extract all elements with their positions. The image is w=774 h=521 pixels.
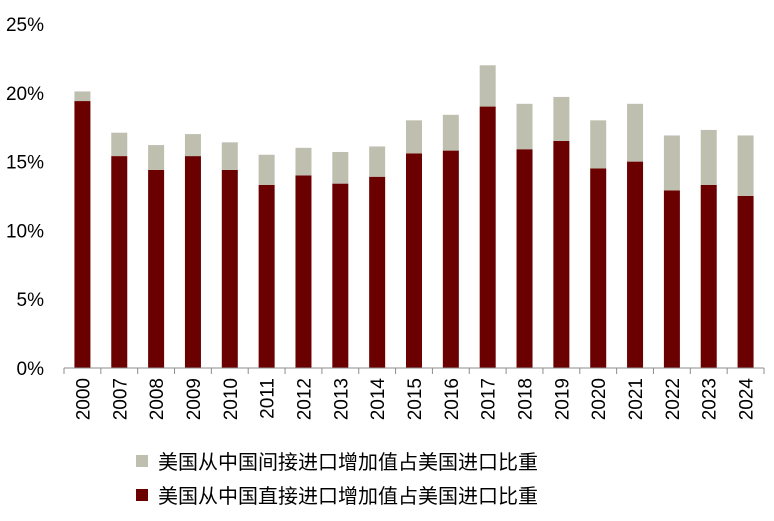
bar-indirect-2010 bbox=[221, 142, 238, 170]
bar-indirect-2014 bbox=[369, 146, 386, 177]
bar-direct-2009 bbox=[184, 156, 201, 368]
y-tick-label: 10% bbox=[6, 221, 44, 242]
x-tick-label: 2020 bbox=[589, 378, 610, 420]
x-tick-label: 2009 bbox=[184, 378, 205, 420]
bar-indirect-2011 bbox=[258, 154, 275, 185]
y-tick-label: 15% bbox=[6, 153, 44, 174]
bar-direct-2017 bbox=[479, 106, 496, 368]
x-tick-label: 2016 bbox=[442, 378, 463, 420]
y-axis-ticks: 0% 5% 10% 15% 20% 25% bbox=[6, 15, 44, 380]
x-tick-label: 2019 bbox=[552, 378, 573, 420]
legend-label-indirect: 美国从中国间接进口增加值占美国进口比重 bbox=[158, 450, 538, 474]
x-tick-label: 2010 bbox=[221, 378, 242, 420]
bar-direct-2023 bbox=[700, 184, 717, 368]
bar-indirect-2008 bbox=[148, 145, 165, 170]
bar-indirect-2016 bbox=[442, 114, 459, 151]
x-tick-label: 2024 bbox=[737, 378, 758, 421]
legend: 美国从中国间接进口增加值占美国进口比重 美国从中国直接进口增加值占美国进口比重 bbox=[136, 450, 538, 508]
x-tick-label: 2017 bbox=[479, 378, 500, 420]
bar-direct-2018 bbox=[516, 149, 533, 368]
bar-indirect-2000 bbox=[74, 91, 91, 102]
legend-label-direct: 美国从中国直接进口增加值占美国进口比重 bbox=[158, 484, 538, 508]
x-tick-label: 2000 bbox=[73, 378, 94, 420]
y-tick-label: 25% bbox=[6, 15, 44, 36]
bars bbox=[74, 65, 754, 368]
bar-indirect-2020 bbox=[590, 120, 607, 169]
bar-indirect-2009 bbox=[184, 134, 201, 157]
bar-direct-2022 bbox=[663, 190, 680, 368]
x-tick-label: 2018 bbox=[516, 378, 537, 420]
bar-indirect-2017 bbox=[479, 65, 496, 107]
bar-direct-2024 bbox=[737, 196, 754, 368]
x-tick-label: 2013 bbox=[331, 378, 352, 420]
y-tick-label: 20% bbox=[6, 84, 44, 105]
bar-indirect-2023 bbox=[700, 129, 717, 185]
x-tick-label: 2008 bbox=[147, 378, 168, 420]
y-tick-label: 5% bbox=[17, 290, 45, 311]
x-tick-label: 2014 bbox=[368, 378, 389, 421]
bar-indirect-2013 bbox=[332, 151, 349, 184]
bar-direct-2016 bbox=[442, 150, 459, 368]
bar-indirect-2024 bbox=[737, 135, 754, 196]
bar-indirect-2015 bbox=[406, 120, 422, 154]
bar-direct-2012 bbox=[295, 175, 312, 368]
bar-direct-2010 bbox=[221, 169, 238, 368]
x-tick-label: 2021 bbox=[626, 378, 647, 420]
x-tick-label: 2011 bbox=[258, 378, 279, 419]
x-tick-label: 2023 bbox=[700, 378, 721, 420]
bar-direct-2014 bbox=[369, 176, 386, 368]
bar-direct-2015 bbox=[406, 153, 422, 368]
legend-swatch-indirect bbox=[136, 455, 148, 467]
bar-direct-2013 bbox=[332, 183, 349, 368]
bar-indirect-2007 bbox=[111, 132, 128, 157]
legend-swatch-direct bbox=[136, 489, 148, 501]
bar-indirect-2018 bbox=[516, 103, 533, 150]
x-tick-label: 2007 bbox=[110, 378, 131, 420]
bar-indirect-2019 bbox=[553, 96, 570, 141]
bar-direct-2008 bbox=[148, 169, 165, 368]
bar-direct-2020 bbox=[590, 168, 607, 368]
bar-indirect-2022 bbox=[663, 135, 680, 191]
x-axis-ticks: 2000 2007 2008 2009 2010 2011 2012 2013 2014 2015… bbox=[63, 368, 765, 421]
bar-direct-2021 bbox=[627, 161, 644, 368]
bar-direct-2019 bbox=[553, 140, 570, 368]
bar-direct-2007 bbox=[111, 156, 128, 368]
bar-direct-2011 bbox=[258, 184, 275, 368]
y-tick-label: 0% bbox=[17, 359, 45, 380]
bar-indirect-2012 bbox=[295, 147, 312, 176]
x-tick-label: 2015 bbox=[405, 378, 426, 420]
x-tick-label: 2022 bbox=[663, 378, 684, 420]
x-tick-label: 2012 bbox=[294, 378, 315, 420]
bar-direct-2000 bbox=[74, 101, 91, 368]
bar-indirect-2021 bbox=[627, 103, 644, 162]
